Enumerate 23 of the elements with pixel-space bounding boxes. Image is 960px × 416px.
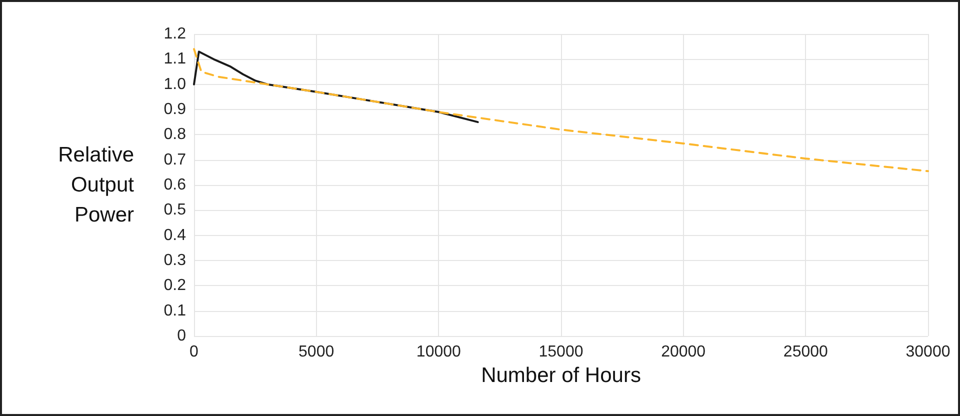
x-tick-label: 0 bbox=[190, 344, 199, 360]
y-tick-label: 0.4 bbox=[164, 226, 186, 244]
y-tick-label: 0.6 bbox=[164, 176, 186, 194]
line-series bbox=[193, 48, 929, 172]
y-tick-label: 1.2 bbox=[164, 26, 186, 42]
x-tick-label: 25000 bbox=[783, 344, 828, 360]
y-axis-title: Relative Output Power bbox=[58, 144, 134, 226]
x-tick-label: 30000 bbox=[906, 344, 950, 360]
x-tick-label: 20000 bbox=[661, 344, 706, 360]
x-tick-label: 15000 bbox=[538, 344, 584, 360]
y-tick-label: 0.5 bbox=[164, 202, 186, 219]
y-tick-label: 0.2 bbox=[164, 277, 186, 294]
x-axis-title: Number of Hours bbox=[481, 364, 641, 387]
y-tick-label: 0.7 bbox=[164, 151, 186, 168]
y-tick-label: 1.1 bbox=[164, 50, 186, 68]
y-tick-label: 0.9 bbox=[164, 101, 186, 118]
y-tick-label: 0.1 bbox=[164, 302, 186, 320]
y-tick-label: 1.0 bbox=[164, 76, 186, 93]
x-tick-label: 10000 bbox=[416, 344, 462, 360]
x-tick-label: 5000 bbox=[298, 344, 334, 360]
y-tick-label: 0.8 bbox=[164, 126, 186, 144]
y-tick-label: 0.3 bbox=[164, 252, 186, 269]
y-tick-label: 0 bbox=[177, 328, 186, 344]
